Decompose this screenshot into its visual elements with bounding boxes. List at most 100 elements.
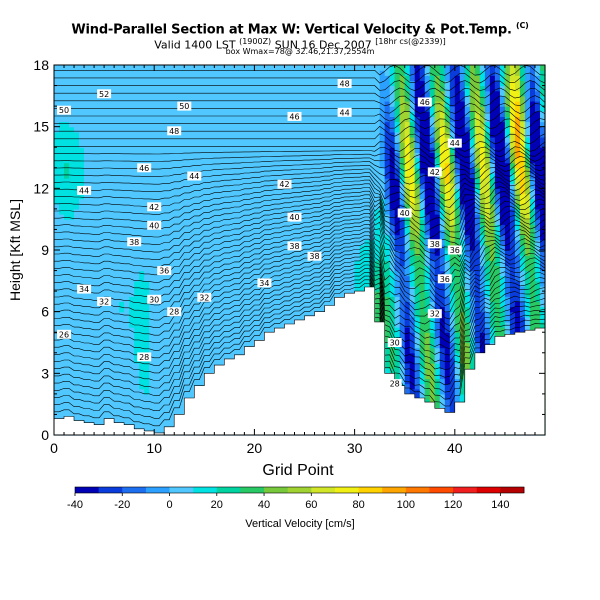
velocity-cell	[54, 142, 60, 148]
velocity-cell	[224, 260, 230, 267]
velocity-cell	[104, 142, 110, 148]
velocity-cell	[384, 265, 391, 272]
velocity-cell	[379, 214, 386, 220]
velocity-cell	[259, 244, 266, 251]
velocity-cell	[354, 270, 361, 277]
velocity-cell	[164, 203, 170, 210]
velocity-cell	[299, 260, 306, 267]
velocity-cell	[249, 95, 256, 102]
velocity-cell	[369, 90, 376, 97]
velocity-cell	[139, 116, 145, 123]
velocity-cell	[79, 111, 85, 117]
velocity-cell	[389, 219, 396, 225]
velocity-cell	[299, 152, 306, 159]
velocity-cell	[214, 183, 220, 189]
velocity-cell	[254, 244, 261, 251]
velocity-cell	[249, 188, 256, 195]
velocity-cell	[204, 214, 210, 220]
velocity-cell	[204, 224, 210, 231]
velocity-cell	[229, 250, 235, 256]
velocity-cell	[189, 383, 195, 390]
velocity-cell	[359, 80, 366, 87]
velocity-cell	[374, 172, 381, 179]
velocity-cell	[199, 285, 205, 292]
velocity-cell	[384, 342, 391, 349]
velocity-cell	[314, 65, 321, 71]
velocity-cell	[304, 70, 311, 76]
velocity-cell	[154, 208, 160, 215]
velocity-cell	[119, 203, 125, 210]
velocity-cell	[239, 106, 245, 112]
velocity-cell	[334, 183, 341, 189]
velocity-cell	[284, 188, 291, 195]
velocity-cell	[59, 265, 65, 272]
velocity-cell	[374, 157, 381, 164]
velocity-cell	[109, 85, 115, 92]
velocity-cell	[99, 342, 105, 349]
velocity-cell	[319, 198, 326, 205]
velocity-cell	[329, 80, 336, 87]
velocity-cell	[124, 193, 130, 200]
velocity-cell	[354, 95, 361, 102]
velocity-cell	[359, 172, 366, 179]
velocity-cell	[259, 188, 266, 195]
velocity-cell	[209, 178, 215, 184]
velocity-cell	[289, 100, 296, 107]
velocity-cell	[69, 347, 75, 354]
velocity-cell	[339, 260, 346, 267]
velocity-cell	[199, 219, 205, 225]
velocity-cell	[299, 167, 306, 174]
velocity-cell	[289, 126, 296, 133]
velocity-cell	[359, 131, 366, 138]
velocity-cell	[134, 383, 140, 390]
velocity-cell	[354, 239, 361, 246]
velocity-cell	[239, 208, 245, 215]
velocity-cell	[369, 255, 376, 261]
velocity-cell	[159, 162, 165, 169]
velocity-cell	[284, 255, 291, 261]
velocity-cell	[149, 136, 155, 143]
velocity-cell	[79, 116, 85, 123]
velocity-cell	[144, 111, 150, 117]
velocity-cell	[169, 265, 175, 272]
velocity-cell	[134, 106, 140, 112]
velocity-cell	[239, 285, 245, 292]
velocity-cell	[64, 383, 70, 390]
velocity-cell	[314, 229, 321, 236]
velocity-cell	[319, 219, 326, 225]
velocity-cell	[284, 244, 291, 251]
velocity-cell	[169, 321, 175, 328]
velocity-cell	[304, 285, 311, 292]
velocity-cell	[69, 172, 75, 179]
velocity-cell	[334, 85, 341, 92]
velocity-cell	[149, 347, 155, 354]
velocity-cell	[299, 198, 306, 205]
velocity-cell	[259, 167, 266, 174]
velocity-cell	[304, 121, 311, 128]
velocity-cell	[194, 285, 200, 292]
velocity-cell	[69, 214, 75, 220]
velocity-cell	[254, 95, 261, 102]
velocity-cell	[374, 316, 381, 323]
velocity-cell	[384, 363, 391, 369]
velocity-cell	[224, 352, 230, 359]
velocity-cell	[239, 280, 245, 287]
velocity-cell	[249, 270, 256, 277]
velocity-cell	[239, 85, 245, 92]
velocity-cell	[284, 311, 291, 318]
velocity-cell	[224, 301, 230, 308]
velocity-cell	[109, 373, 115, 380]
velocity-cell	[109, 378, 115, 385]
velocity-cell	[269, 100, 276, 107]
velocity-cell	[394, 203, 401, 210]
velocity-cell	[179, 95, 185, 102]
velocity-cell	[319, 95, 326, 102]
velocity-cell	[299, 65, 306, 71]
velocity-cell	[164, 342, 170, 349]
velocity-cell	[254, 255, 261, 261]
velocity-cell	[144, 393, 150, 400]
velocity-cell	[69, 121, 75, 128]
velocity-cell	[124, 65, 130, 71]
velocity-cell	[209, 316, 215, 323]
velocity-cell	[99, 275, 105, 282]
